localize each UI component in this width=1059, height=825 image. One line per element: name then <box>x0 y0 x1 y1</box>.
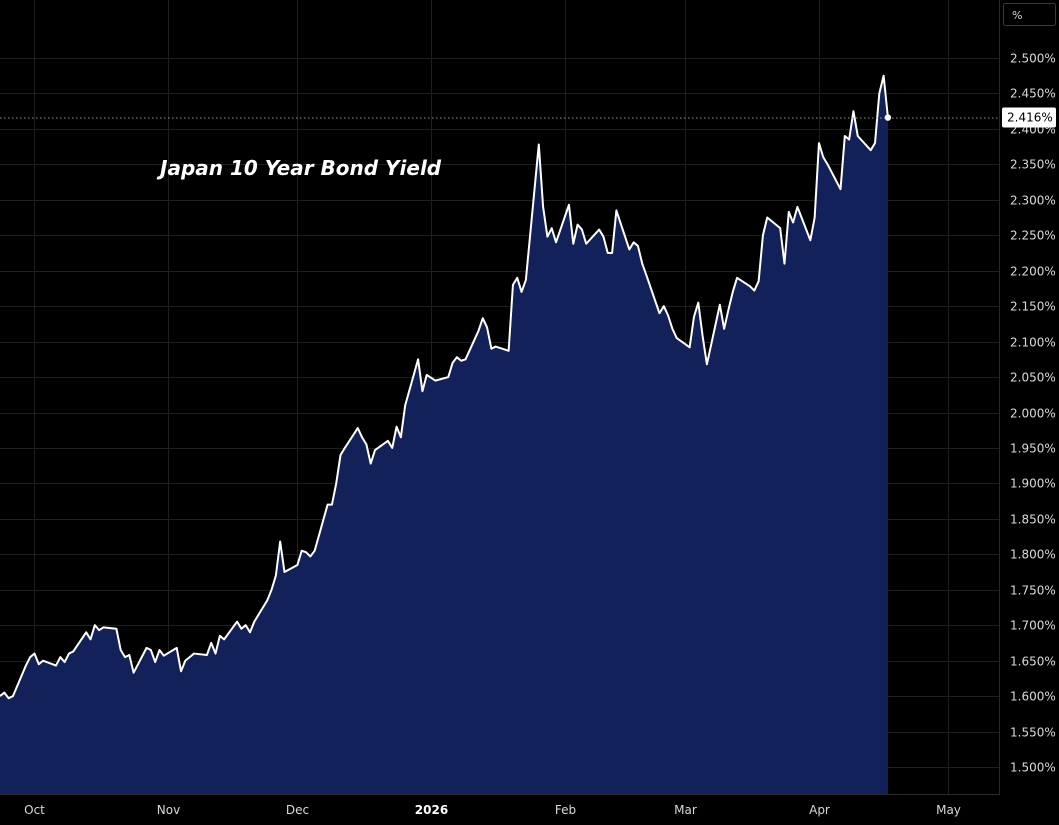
series-area-layer <box>0 75 888 795</box>
series-line-layer <box>0 74 889 700</box>
y-tick-label: 1.900% <box>1010 477 1056 491</box>
y-tick-label: 1.600% <box>1010 690 1056 704</box>
y-tick-label: 2.050% <box>1010 371 1056 385</box>
x-tick-label: 2026 <box>415 803 448 817</box>
y-tick-label: 1.650% <box>1010 655 1056 669</box>
y-tick-label: 2.250% <box>1010 229 1056 243</box>
unit-label: % <box>1012 9 1022 22</box>
y-tick-label: 1.750% <box>1010 584 1056 598</box>
x-tick-label: May <box>936 803 961 817</box>
series-line <box>0 74 889 700</box>
y-tick-label: 1.550% <box>1010 726 1056 740</box>
y-tick-label: 2.450% <box>1010 87 1056 101</box>
x-axis-ticks: Oct Nov Dec 2026 Feb Mar Apr May <box>24 803 961 817</box>
x-tick-label: Dec <box>286 803 309 817</box>
x-tick-label: Feb <box>555 803 576 817</box>
unit-selector[interactable]: % <box>1003 3 1056 26</box>
y-tick-label: 2.500% <box>1010 52 1056 66</box>
y-tick-label: 1.800% <box>1010 548 1056 562</box>
y-tick-label: 1.850% <box>1010 513 1056 527</box>
y-tick-label: 2.300% <box>1010 194 1056 208</box>
y-tick-label: 2.200% <box>1010 265 1056 279</box>
x-tick-label: Apr <box>809 803 830 817</box>
y-tick-label: 2.100% <box>1010 336 1056 350</box>
series-area <box>0 75 888 795</box>
y-tick-label: 2.000% <box>1010 407 1056 421</box>
x-tick-label: Mar <box>674 803 697 817</box>
y-tick-label: 2.150% <box>1010 300 1056 314</box>
y-tick-label: 1.950% <box>1010 442 1056 456</box>
y-axis-ticks: 1.500% 1.550% 1.600% 1.650% 1.700% 1.750% 1.80… <box>1010 52 1056 775</box>
x-tick-label: Oct <box>24 803 45 817</box>
y-tick-label: 1.700% <box>1010 619 1056 633</box>
y-tick-label: 2.350% <box>1010 158 1056 172</box>
last-value-text: 2.416% <box>1007 111 1053 125</box>
chart-title: Japan 10 Year Bond Yield <box>156 156 442 180</box>
y-tick-label: 1.500% <box>1010 761 1056 775</box>
last-value-label: 2.416% <box>1002 107 1056 128</box>
last-value-dot <box>884 114 892 121</box>
x-tick-label: Nov <box>157 803 180 817</box>
